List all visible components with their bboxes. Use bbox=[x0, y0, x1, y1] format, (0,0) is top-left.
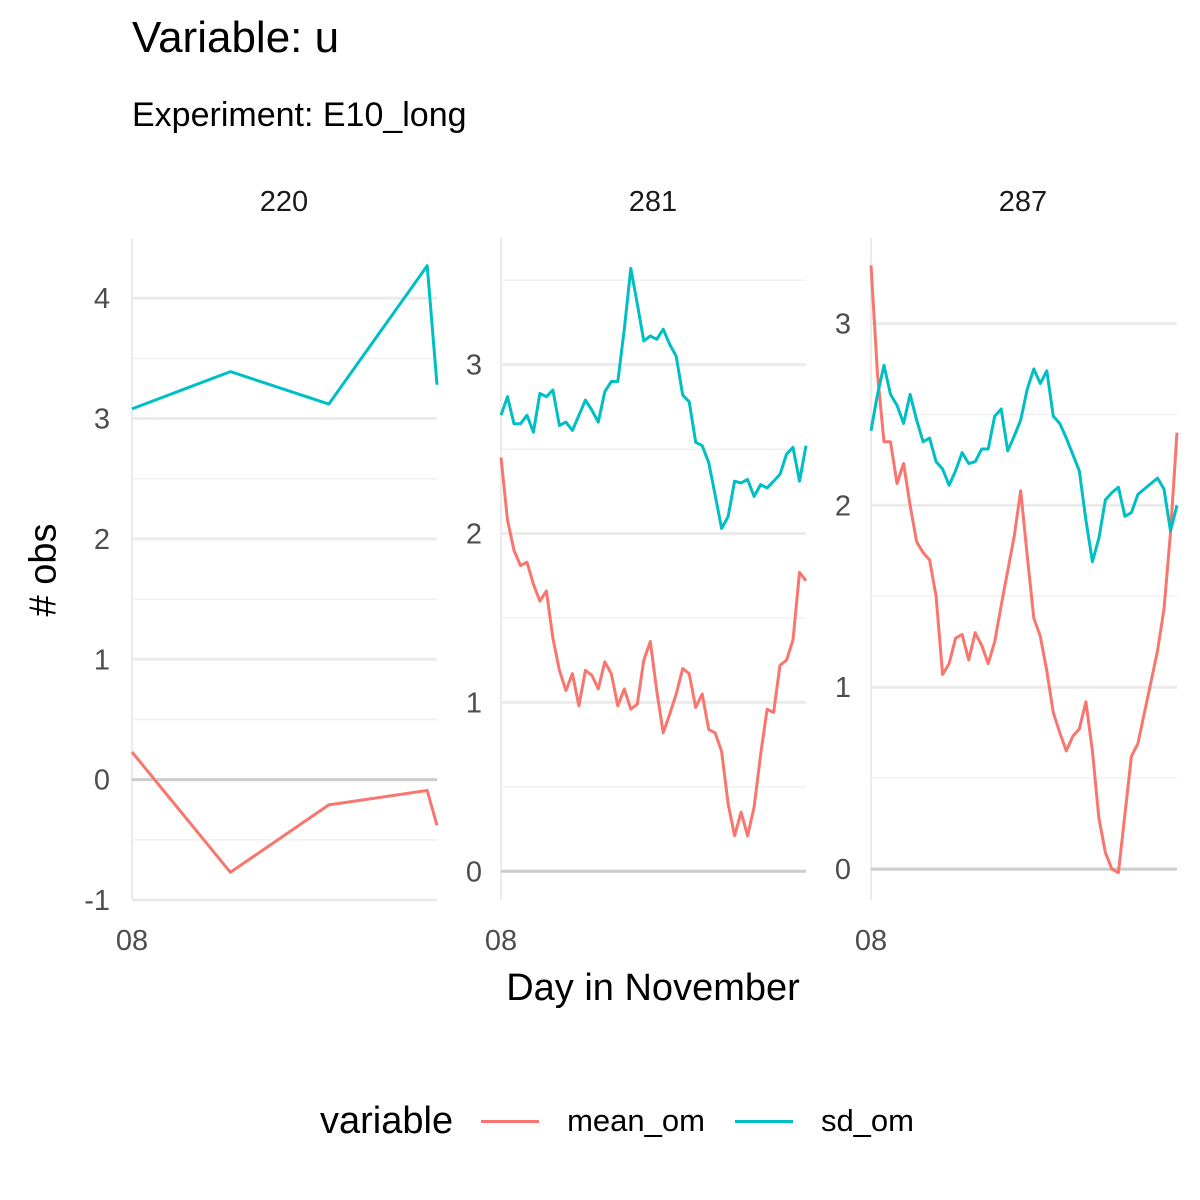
y-tick-label: 3 bbox=[94, 404, 110, 436]
x-tick-label: 08 bbox=[116, 925, 148, 957]
y-tick-label: -1 bbox=[84, 885, 110, 917]
y-tick-label: 2 bbox=[835, 490, 851, 522]
legend-label-mean-om: mean_om bbox=[567, 1103, 705, 1138]
facet-strip-220: 220 bbox=[259, 186, 309, 218]
x-tick-label: 08 bbox=[855, 925, 887, 957]
legend-key-sd-om bbox=[734, 1119, 793, 1123]
chart-subtitle: Experiment: E10_long bbox=[132, 96, 467, 134]
facet-strip-287: 287 bbox=[998, 186, 1048, 218]
y-tick-label: 1 bbox=[94, 644, 110, 676]
series-line-mean-om bbox=[130, 751, 439, 874]
y-tick-label: 2 bbox=[466, 519, 482, 551]
legend: variable mean_om sd_om bbox=[320, 1096, 944, 1146]
series-line-sd-om bbox=[869, 363, 1179, 564]
legend-key-mean-om bbox=[481, 1119, 540, 1123]
x-axis-label: Day in November bbox=[506, 967, 800, 1009]
chart-title: Variable: u bbox=[132, 13, 340, 62]
y-tick-label: 0 bbox=[94, 765, 110, 797]
y-tick-label: 0 bbox=[466, 856, 482, 888]
legend-label-sd-om: sd_om bbox=[820, 1103, 914, 1138]
legend-title: variable bbox=[320, 1099, 454, 1142]
legend-item-sd-om: sd_om bbox=[734, 1103, 914, 1139]
series-line-mean-om bbox=[869, 265, 1179, 875]
y-tick-label: 3 bbox=[835, 308, 851, 340]
x-tick-label: 08 bbox=[485, 925, 517, 957]
y-tick-label: 1 bbox=[835, 672, 851, 704]
series-line-sd-om bbox=[131, 264, 439, 411]
legend-item-mean-om: mean_om bbox=[481, 1103, 705, 1139]
y-tick-label: 0 bbox=[835, 854, 851, 886]
y-tick-label: 3 bbox=[466, 350, 482, 382]
facet-strip-281: 281 bbox=[628, 186, 678, 218]
series-line-mean-om bbox=[499, 457, 808, 838]
series-line-sd-om bbox=[499, 266, 808, 530]
y-tick-label: 1 bbox=[466, 687, 482, 719]
y-tick-label: 4 bbox=[94, 283, 110, 315]
y-tick-label: 2 bbox=[94, 524, 110, 556]
